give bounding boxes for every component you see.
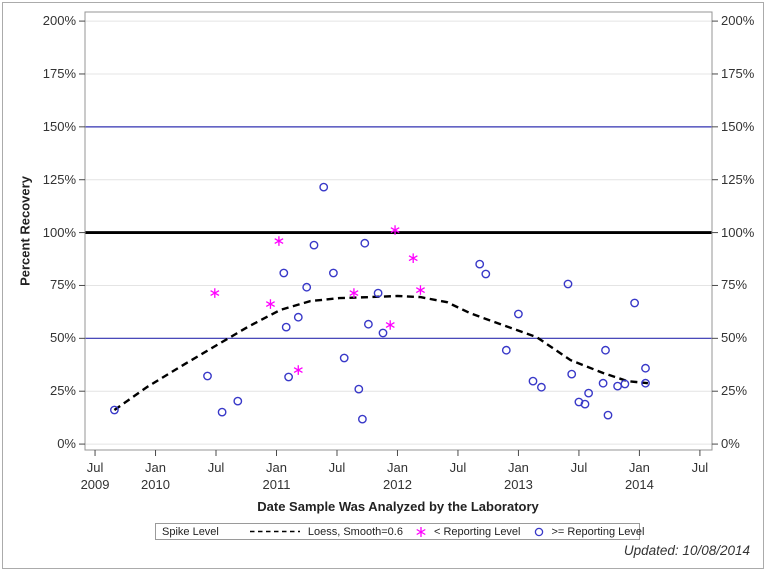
y-tick-label-left: 0% [57, 436, 76, 452]
x-tick-label: Jan 2012 [383, 460, 412, 492]
data-point-circle [279, 268, 289, 278]
y-tick-label-left: 125% [42, 171, 76, 187]
data-point-circle [580, 399, 590, 409]
y-tick-label-right: 125% [721, 171, 755, 187]
data-point-circle [613, 381, 622, 391]
y-axis-title: Percent Recovery [17, 176, 33, 286]
x-axis-title: Date Sample Was Analyzed by the Laborato… [257, 499, 539, 514]
data-point-circle [373, 288, 383, 298]
legend-item-lt-reporting: < Reporting Level [415, 526, 521, 538]
data-point-asterisk [210, 288, 220, 298]
data-point-circle [360, 238, 370, 248]
data-point-circle [481, 269, 491, 279]
circle-marker-sample-icon [534, 527, 543, 536]
y-tick-label-right: 0% [721, 436, 740, 452]
data-point-circle [363, 319, 373, 329]
data-point-asterisk [415, 285, 425, 295]
data-point-asterisk [293, 365, 303, 375]
y-tick-label-left: 50% [49, 330, 76, 346]
loess-curve [113, 294, 649, 411]
data-point-circle [598, 378, 608, 388]
data-point-circle [501, 345, 511, 355]
x-tick-label: Jul [691, 460, 709, 475]
x-tick-label: Jul [449, 460, 467, 475]
data-point-asterisk [408, 253, 418, 263]
data-point-circle [328, 268, 338, 278]
y-tick-label-right: 100% [721, 224, 755, 240]
y-tick-label-left: 100% [42, 224, 76, 240]
y-tick-label-right: 175% [721, 65, 755, 81]
data-point-circle [354, 384, 364, 394]
y-tick-label-right: 75% [721, 277, 748, 293]
plot-frame [84, 11, 713, 451]
y-tick-label-left: 175% [42, 65, 76, 81]
y-tick-label-left: 150% [42, 118, 76, 134]
data-point-asterisk [265, 299, 275, 309]
y-tick-label-left: 75% [49, 277, 76, 293]
data-point-circle [537, 382, 546, 392]
data-point-circle [217, 407, 227, 417]
y-tick-label-left: 200% [42, 13, 76, 29]
legend-title: Spike Level [162, 525, 219, 538]
data-point-circle [378, 328, 388, 338]
x-tick-label: Jan 2011 [262, 460, 291, 492]
data-point-circle [293, 312, 303, 322]
data-point-circle [319, 182, 329, 192]
asterisk-marker-sample-icon [416, 526, 426, 537]
data-point-circle [641, 363, 650, 373]
data-point-circle [641, 378, 650, 388]
data-point-circle [514, 309, 523, 319]
data-point-circle [567, 369, 577, 379]
data-point-circle [563, 279, 573, 289]
legend-label-ge-reporting: >= Reporting Level [551, 525, 645, 538]
x-tick-label: Jul [207, 460, 225, 475]
y-tick-label-left: 25% [49, 383, 76, 399]
data-point-circle [601, 345, 610, 355]
data-point-asterisk [385, 320, 395, 330]
data-point-circle [603, 410, 613, 420]
legend-item-ge-reporting: >= Reporting Level [533, 525, 645, 538]
legend-item-loess: Loess, Smooth=0.6 [249, 526, 403, 538]
y-tick-label-right: 200% [721, 13, 755, 29]
data-point-circle [584, 388, 593, 398]
data-point-circle [281, 322, 291, 332]
data-point-asterisk [274, 236, 284, 246]
y-tick-label-right: 50% [721, 330, 748, 346]
x-tick-label: Jan 2014 [624, 460, 654, 492]
loess-line-sample-icon [249, 530, 300, 533]
data-point-asterisk [390, 225, 400, 235]
x-tick-label: Jan 2013 [503, 460, 533, 492]
y-tick-label-right: 150% [721, 118, 755, 134]
x-tick-label: Jan 2010 [141, 460, 170, 492]
x-tick-label: Jul [570, 460, 588, 475]
data-point-circle [339, 353, 349, 363]
data-point-circle [233, 396, 243, 406]
data-point-circle [630, 298, 639, 308]
data-point-circle [528, 376, 538, 386]
data-point-circle [475, 259, 485, 269]
legend-label-loess: Loess, Smooth=0.6 [307, 525, 403, 538]
data-point-circle [309, 240, 319, 250]
data-point-circle [302, 282, 312, 292]
x-tick-label: Jul 2009 [80, 460, 110, 492]
data-point-circle [284, 372, 293, 382]
updated-note: Updated: 10/08/2014 [623, 543, 750, 558]
data-point-asterisk [349, 288, 359, 298]
data-point-circle [357, 414, 367, 424]
data-point-circle [110, 405, 119, 415]
data-point-circle [620, 379, 630, 389]
y-tick-label-right: 25% [721, 383, 748, 399]
data-point-circle [203, 371, 212, 381]
x-tick-label: Jul [328, 460, 346, 475]
legend: Spike Level Loess, Smooth=0.6 < Reportin… [155, 523, 644, 540]
legend-label-lt-reporting: < Reporting Level [433, 525, 521, 538]
